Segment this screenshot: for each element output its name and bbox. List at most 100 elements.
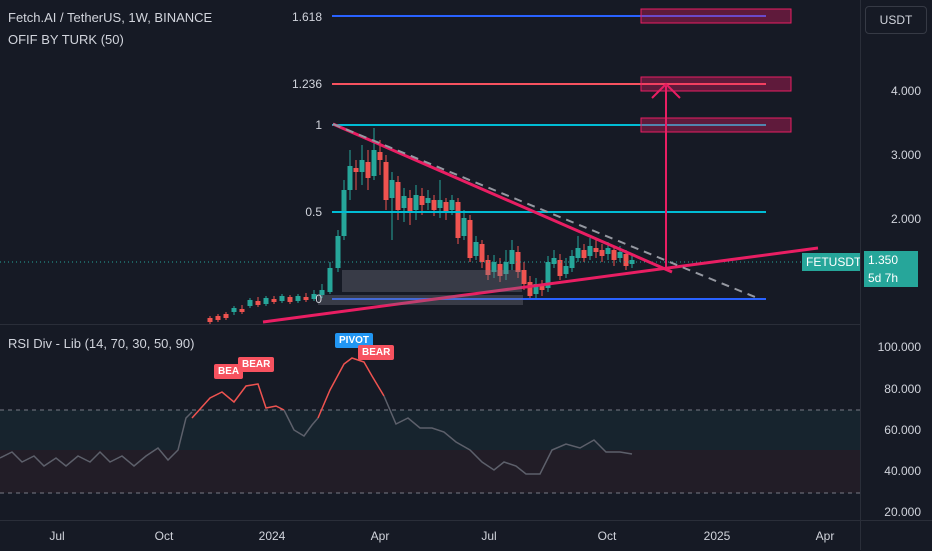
last-price-tag: 1.350 5d 7h [864, 251, 918, 287]
candle-body [557, 260, 563, 276]
rsi-bearish-divergence [191, 383, 285, 419]
indicator-legend: OFIF BY TURK (50) [8, 32, 124, 47]
time-tick: Oct [154, 529, 174, 543]
candle-body [207, 318, 213, 322]
candle-body [401, 196, 407, 208]
pane-separator[interactable] [0, 324, 932, 325]
candle-body [611, 250, 617, 260]
price-tick: 3.000 [890, 148, 921, 162]
candle-body [431, 200, 437, 210]
projected-trendline [332, 123, 756, 298]
candle-body [563, 266, 569, 274]
currency-button[interactable]: USDT [865, 6, 927, 34]
candle-body [443, 202, 449, 212]
candle-body [545, 262, 551, 288]
bear-badge: BEA [214, 364, 244, 379]
candle-body [395, 182, 401, 210]
rsi-line [283, 409, 319, 437]
candle-body [239, 309, 245, 312]
ascending-trendline [262, 246, 819, 324]
candle-body [467, 220, 473, 258]
target-zone-box [640, 117, 792, 133]
rsi-tick: 80.000 [884, 382, 921, 396]
bear-badge: BEAR [238, 357, 275, 372]
candle-body [295, 296, 301, 301]
rsi-line [383, 395, 633, 475]
candle-body [539, 286, 545, 290]
candle-body [347, 166, 353, 190]
candle-body [593, 248, 599, 252]
candle-body [623, 254, 629, 266]
rsi-tick: 60.000 [884, 423, 921, 437]
rsi-bearish-divergence [317, 357, 385, 419]
candle-body [413, 195, 419, 210]
time-tick: 2025 [703, 529, 731, 543]
rsi-lower-band [0, 450, 860, 493]
price-tick: 2.000 [890, 212, 921, 226]
candle-body [279, 296, 285, 301]
candle-body [497, 264, 503, 276]
time-tick: Jul [481, 529, 497, 543]
candle-body [425, 198, 431, 203]
candle-body [215, 316, 221, 320]
time-axis[interactable]: Jul Oct 2024 Apr Jul Oct 2025 Apr [0, 520, 932, 551]
candle-body [575, 248, 581, 258]
rsi-tick: 100.000 [877, 340, 921, 354]
candle-body [407, 198, 413, 212]
descending-trendline [332, 122, 673, 274]
candle-body [461, 218, 467, 236]
time-tick: Apr [815, 529, 835, 543]
rsi-legend: RSI Div - Lib (14, 70, 30, 50, 90) [8, 336, 195, 351]
time-tick: Oct [597, 529, 617, 543]
last-price: 1.350 [868, 253, 899, 267]
candle-body [605, 248, 611, 254]
candle-body [287, 297, 293, 302]
support-zone-box [318, 295, 523, 305]
fib-label-05: 0.5 [305, 205, 322, 219]
candle-body [303, 297, 309, 300]
fib-label-1: 1 [315, 118, 322, 132]
time-tick: Jul [49, 529, 65, 543]
candle-body [389, 180, 395, 198]
candle-body [383, 162, 389, 200]
candle-body [255, 301, 261, 305]
fib-label-0: 0 [315, 292, 322, 306]
symbol-legend: Fetch.AI / TetherUS, 1W, BINANCE [8, 10, 213, 25]
candle-body [515, 252, 521, 272]
candle-body [581, 250, 587, 258]
candle-body [455, 202, 461, 238]
time-tick: Apr [370, 529, 390, 543]
candle-body [263, 298, 269, 304]
price-tick: 4.000 [890, 84, 921, 98]
candle-body [359, 160, 365, 172]
candle-body [371, 150, 377, 176]
rsi-line [0, 411, 193, 467]
rsi-tick: 40.000 [884, 464, 921, 478]
target-zone-box [640, 76, 792, 92]
pivot-badge: PIVOT [335, 333, 374, 348]
candle-body [353, 168, 359, 172]
candle-body [437, 200, 443, 208]
candle-body [617, 252, 623, 258]
price-chart[interactable] [0, 0, 860, 520]
candle-body [365, 162, 371, 178]
candle-body [533, 284, 539, 294]
time-tick: 2024 [258, 529, 286, 543]
candle-body [509, 250, 515, 264]
candle-body [551, 258, 557, 264]
candle-body [485, 260, 491, 275]
fib-label-1236: 1.236 [291, 77, 322, 91]
rsi-tick: 20.000 [884, 505, 921, 519]
candle-body [311, 294, 317, 299]
bear-badge: BEAR [358, 345, 395, 360]
candle-body [271, 299, 277, 302]
candle-body [473, 242, 479, 256]
bar-countdown: 5d 7h [868, 271, 899, 285]
candle-body [319, 290, 325, 295]
support-zone-box [342, 270, 522, 292]
candle-body [247, 300, 253, 306]
fib-label-1618: 1.618 [291, 10, 322, 24]
candle-body [335, 236, 341, 268]
candle-body [327, 268, 333, 292]
target-zone-box [640, 8, 792, 24]
